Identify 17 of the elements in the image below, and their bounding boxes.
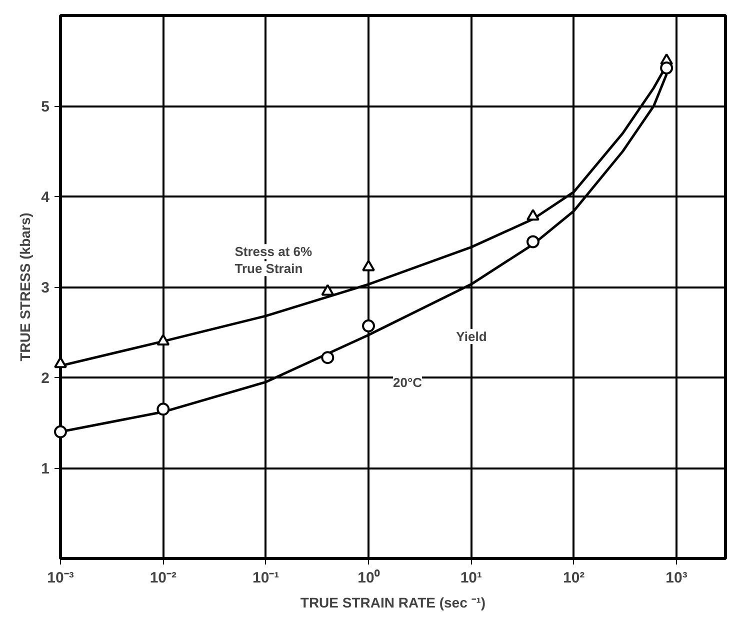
y-tick-label: 2	[41, 370, 50, 387]
y-tick-label: 3	[41, 280, 50, 296]
x-tick-label: 10⁻¹	[252, 570, 280, 586]
x-tick-label: 10¹	[460, 570, 482, 586]
y-axis-title: TRUE STRESS (kbars)	[17, 212, 34, 362]
x-tick-label: 10⁰	[358, 568, 380, 586]
x-tick-label: 10³	[666, 570, 688, 586]
y-tick-label: 5	[41, 98, 50, 116]
annotation: Yield	[456, 329, 487, 344]
y-tick-label: 4	[41, 189, 50, 206]
annotation: Stress at 6% True Strain	[234, 244, 312, 276]
x-axis-title: TRUE STRAIN RATE (sec ⁻¹)	[300, 594, 486, 610]
x-tick-label: 10²	[563, 570, 585, 586]
annotation: 20°C	[393, 375, 423, 390]
x-tick-label: 10⁻²	[150, 570, 177, 586]
y-tick-label: 1	[41, 460, 50, 478]
x-tick-label: 10⁻³	[47, 570, 74, 586]
